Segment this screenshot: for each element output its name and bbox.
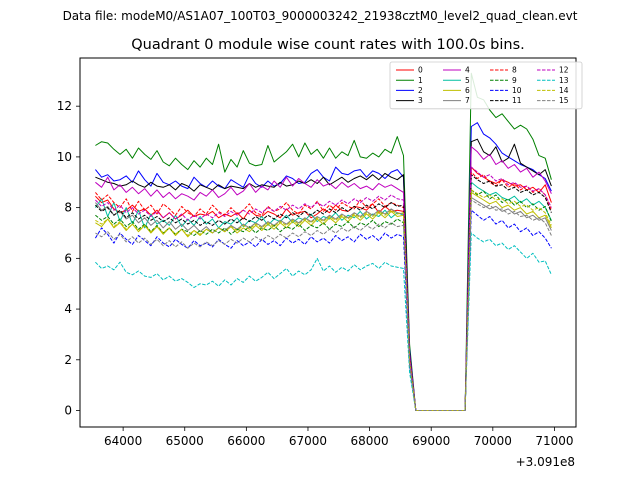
legend-label-2: 2 xyxy=(418,86,423,95)
x-tick-label: 65000 xyxy=(166,434,204,448)
x-tick-label: 66000 xyxy=(227,434,265,448)
legend-label-4: 4 xyxy=(465,66,470,75)
suptitle: Data file: modeM0/AS1A07_100T03_90000032… xyxy=(63,9,578,23)
y-tick-label: 8 xyxy=(64,201,72,215)
x-tick-label: 69000 xyxy=(412,434,450,448)
legend-label-11: 11 xyxy=(512,96,522,105)
series-line-11 xyxy=(95,174,552,411)
y-tick-label: 2 xyxy=(64,353,72,367)
legend-label-1: 1 xyxy=(418,76,423,85)
y-tick-label: 6 xyxy=(64,251,72,265)
legend-label-10: 10 xyxy=(512,86,522,95)
x-tick-label: 71000 xyxy=(535,434,573,448)
legend-label-0: 0 xyxy=(418,66,423,75)
legend-label-12: 12 xyxy=(559,66,569,75)
x-tick-label: 68000 xyxy=(350,434,388,448)
legend-label-6: 6 xyxy=(465,86,470,95)
series-line-12 xyxy=(95,166,552,411)
x-tick-label: 64000 xyxy=(104,434,142,448)
legend-label-8: 8 xyxy=(512,66,517,75)
series-line-4 xyxy=(95,146,552,411)
series-line-7 xyxy=(95,197,552,411)
legend-label-9: 9 xyxy=(512,76,517,85)
plot-frame xyxy=(79,57,577,428)
legend-label-15: 15 xyxy=(559,96,569,105)
y-tick-label: 10 xyxy=(57,150,72,164)
y-tick-label: 0 xyxy=(64,404,72,418)
series-line-14 xyxy=(95,189,552,411)
x-tick-label: 67000 xyxy=(289,434,327,448)
legend-label-5: 5 xyxy=(465,76,470,85)
legend-label-7: 7 xyxy=(465,96,470,105)
series-line-9 xyxy=(95,189,552,411)
y-axis: 0 2 4 6 8 10 12 xyxy=(57,99,80,418)
series-line-3 xyxy=(95,138,552,411)
x-tick-label: 70000 xyxy=(474,434,512,448)
legend-box xyxy=(389,61,583,110)
legend-label-14: 14 xyxy=(559,86,569,95)
legend-label-3: 3 xyxy=(418,96,423,105)
series-layer xyxy=(94,72,552,411)
chart-title: Quadrant 0 module wise count rates with … xyxy=(131,37,525,53)
series-line-13 xyxy=(95,232,552,411)
legend-label-13: 13 xyxy=(559,76,569,85)
series-line-10 xyxy=(94,209,552,411)
series-line-0 xyxy=(95,166,552,411)
series-line-5 xyxy=(94,181,552,411)
series-line-15 xyxy=(95,199,552,411)
x-offset-label: +3.091e8 xyxy=(516,455,575,469)
y-tick-label: 12 xyxy=(57,99,72,113)
x-axis: 64000 65000 66000 67000 68000 69000 70000 71000 xyxy=(104,427,574,448)
y-tick-label: 4 xyxy=(64,302,72,316)
series-line-8 xyxy=(95,171,552,411)
